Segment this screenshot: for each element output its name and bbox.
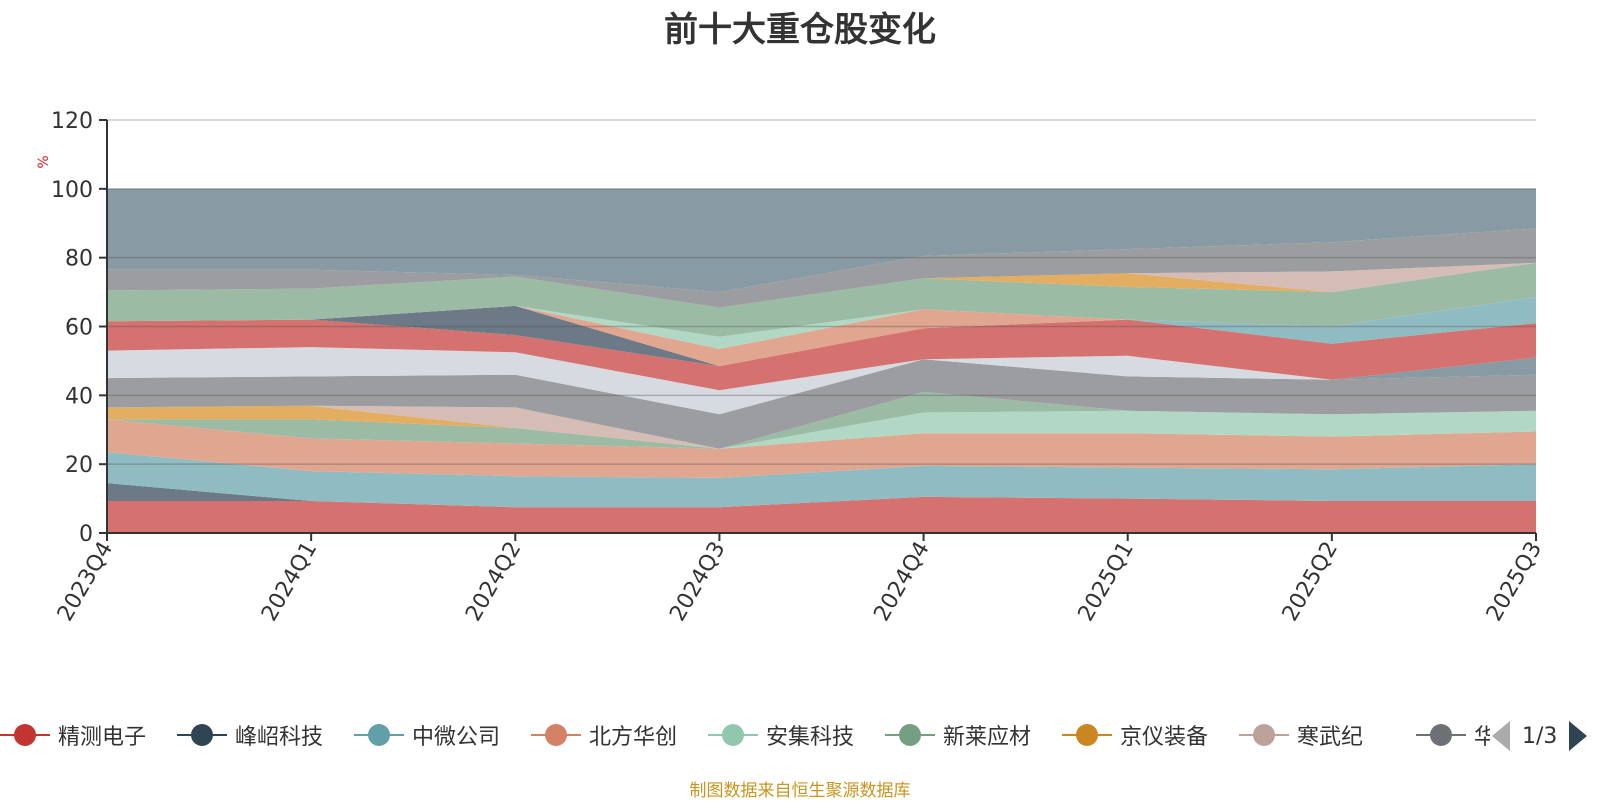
x-tick-label: 2025Q1	[1074, 538, 1139, 626]
x-tick-label: 2025Q3	[1482, 538, 1547, 626]
legend-prev-page-button[interactable]	[1492, 721, 1510, 751]
legend-item[interactable]: 寒武纪	[1239, 715, 1363, 755]
legend-item[interactable]: 北方华创	[531, 715, 677, 755]
area-band-14	[107, 297, 1536, 367]
area-band-10	[107, 347, 1536, 415]
y-tick-label: 100	[51, 178, 93, 203]
legend-marker	[0, 715, 50, 755]
legend-item[interactable]: 精测电子	[0, 715, 146, 755]
legend: 精测电子 峰岹科技 中微公司 北方华创 安集科技 新莱应材 京仪装备 寒武纪 华海清科	[0, 715, 1490, 755]
x-tick-label: 2024Q2	[461, 538, 526, 626]
legend-item[interactable]: 新莱应材	[885, 715, 1031, 755]
data-source-note: 制图数据来自恒生聚源数据库	[689, 781, 911, 801]
x-tick-label: 2024Q3	[665, 538, 730, 626]
y-tick-label: 40	[65, 384, 93, 409]
area-band-18	[107, 262, 1536, 308]
legend-page-indicator: 1/3	[1522, 723, 1558, 749]
y-tick-label: 60	[65, 316, 93, 341]
x-tick-label: 2023Q4	[53, 538, 118, 626]
area-band-19	[107, 228, 1536, 308]
legend-marker	[708, 715, 758, 755]
legend-label: 精测电子	[58, 725, 147, 750]
x-tick-label: 2025Q2	[1278, 538, 1343, 626]
legend-label: 新莱应材	[943, 725, 1032, 750]
y-axis-unit-label: %	[36, 155, 52, 168]
x-tick-label: 2024Q1	[257, 538, 322, 626]
legend-label: 寒武纪	[1297, 725, 1364, 750]
legend-label: 安集科技	[766, 725, 855, 750]
area-band-6	[107, 391, 1536, 449]
area-band-4	[107, 410, 1536, 449]
gridlines	[107, 119, 1536, 465]
y-tick-label: 20	[65, 453, 93, 478]
area-band-20	[107, 188, 1536, 293]
area-band-3	[107, 419, 1536, 478]
legend-label: 峰岹科技	[235, 725, 324, 750]
area-band-11	[107, 319, 1536, 391]
area-band-16	[107, 262, 1536, 337]
legend-marker	[885, 715, 935, 755]
area-band-13	[107, 297, 1536, 367]
area-band-8	[107, 359, 1536, 449]
legend-pager: 1/3	[1492, 716, 1588, 756]
y-tick-label: 120	[51, 109, 93, 134]
legend-marker	[177, 715, 227, 755]
legend-item[interactable]: 华海清科	[1416, 715, 1490, 755]
legend-label: 京仪装备	[1120, 725, 1209, 750]
area-band-2	[107, 452, 1536, 508]
chart-title: 前十大重仓股变化	[664, 10, 936, 50]
y-axis-ticks: 0 20 40 60 80 100 120	[51, 109, 107, 547]
legend-item[interactable]: 安集科技	[708, 715, 854, 755]
x-tick-label: 2024Q4	[869, 538, 934, 626]
legend-marker	[354, 715, 404, 755]
legend-marker	[1239, 715, 1289, 755]
y-tick-label: 0	[79, 522, 93, 547]
legend-item[interactable]: 京仪装备	[1062, 715, 1208, 755]
area-band-17	[107, 262, 1536, 308]
area-band-12	[107, 297, 1536, 367]
legend-marker	[1062, 715, 1112, 755]
legend-label: 中微公司	[412, 725, 501, 750]
y-tick-label: 80	[65, 247, 93, 272]
stacked-area-layers	[107, 188, 1536, 533]
legend-label: 北方华创	[589, 725, 678, 750]
legend-item[interactable]: 峰岹科技	[177, 715, 323, 755]
legend-label: 华海清科	[1474, 725, 1490, 750]
x-axis-ticks: 2023Q4 2024Q1 2024Q2 2024Q3 2024Q4 2025Q1 2025…	[53, 533, 1547, 626]
legend-item[interactable]: 中微公司	[354, 715, 500, 755]
area-band-0	[107, 496, 1536, 533]
legend-next-page-button[interactable]	[1569, 721, 1588, 751]
area-band-5	[107, 391, 1536, 449]
legend-marker	[531, 715, 581, 755]
legend-marker	[1416, 715, 1466, 755]
